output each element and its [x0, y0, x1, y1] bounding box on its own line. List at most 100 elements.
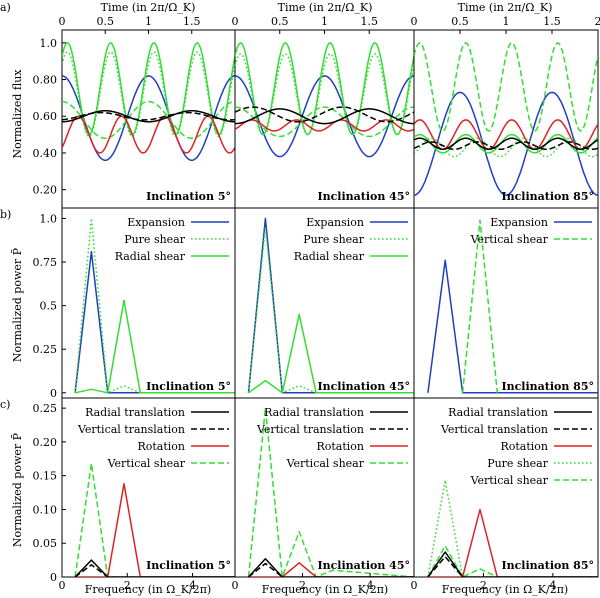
top-axis-label-2: Time (in 2π/Ω_K)	[278, 1, 373, 14]
series-line-rotation	[235, 119, 414, 132]
x-tick-label: 1	[321, 15, 328, 28]
x-tick-label: 1	[503, 15, 510, 28]
legend-label: Vertical shear	[107, 457, 186, 470]
legend-label: Pure shear	[487, 457, 549, 470]
y-tick-label: 0	[50, 571, 57, 584]
series-line-radial-translation	[247, 558, 414, 577]
inclination-label: Inclination 85°	[501, 559, 594, 572]
legend-label: Vertical shear	[286, 457, 365, 470]
row-letter-c: c)	[0, 398, 10, 411]
y-tick-label: 0.05	[33, 537, 58, 550]
x-tick-label: 4	[367, 579, 374, 592]
x-tick-label: 1.5	[361, 15, 379, 28]
y-tick-label: 0.20	[33, 436, 58, 449]
inclination-label: Inclination 5°	[146, 190, 231, 203]
series-line-radial-translation	[427, 551, 598, 577]
top-axis-label-3: Time (in 2π/Ω_K)	[458, 1, 553, 14]
legend-label: Expansion	[490, 216, 548, 229]
series-line-radial-shear	[235, 42, 414, 136]
row-letter-a: a)	[0, 1, 11, 14]
y-tick-label: 0.20	[33, 184, 58, 197]
x-tick-label: 0.5	[451, 15, 469, 28]
series-line-vertical-translation	[235, 106, 414, 123]
bottom-axis-label-3: Frequency (in Ω_K/2π)	[442, 583, 568, 596]
inclination-label: Inclination 45°	[317, 190, 410, 203]
series-line-vertical-shear	[461, 219, 499, 393]
legend-label: Vertical translation	[256, 423, 364, 436]
series-line-radial-translation	[235, 108, 414, 125]
x-tick-label: 4	[549, 579, 556, 592]
y-tick-label: 0.10	[33, 503, 58, 516]
y-tick-label: 1.0	[40, 212, 58, 225]
inclination-label: Inclination 45°	[317, 380, 410, 393]
legend-label: Pure shear	[124, 233, 186, 246]
inclination-label: Inclination 5°	[146, 380, 231, 393]
series-line-expansion	[235, 75, 414, 158]
x-tick-label: 2	[480, 579, 487, 592]
legend-label: Rotation	[137, 440, 185, 453]
series-line-vertical-shear	[235, 106, 414, 138]
series-line-vertical-shear	[427, 545, 598, 577]
series-line-radial-shear	[74, 299, 235, 394]
inclination-label: Inclination 5°	[146, 559, 231, 572]
x-tick-label: 0	[232, 579, 239, 592]
legend-label: Vertical translation	[77, 423, 185, 436]
x-tick-label: 4	[189, 579, 196, 592]
panel-c3: 0 2 4 Radial translation Vertical translatio…	[411, 397, 599, 592]
series-line-vertical-shear	[62, 100, 235, 140]
x-tick-label: 0	[59, 579, 66, 592]
legend-label: Vertical shear	[470, 233, 549, 246]
row-letter-b: b)	[0, 208, 11, 221]
series-line-vertical-translation	[248, 562, 283, 577]
series-line-rotation	[427, 508, 598, 577]
legend-label: Radial shear	[294, 250, 365, 263]
series-line-vertical-shear	[414, 42, 598, 132]
x-tick-label: 1	[145, 15, 152, 28]
panel-a2: 0 0.5 1 1.5 Inclination 45°	[232, 15, 415, 209]
legend-label: Radial translation	[85, 406, 185, 419]
x-tick-label: 0	[59, 15, 66, 28]
legend-label: Pure shear	[303, 233, 365, 246]
legend-label: Vertical translation	[440, 423, 548, 436]
x-tick-label: 0.5	[271, 15, 289, 28]
bottom-axis-label-1: Frequency (in Ω_K/2π)	[85, 583, 211, 596]
legend-label: Radial translation	[448, 406, 548, 419]
series-line-pure-shear	[62, 51, 235, 138]
inclination-label: Inclination 45°	[317, 559, 410, 572]
x-tick-label: 0	[411, 15, 418, 28]
series-line-vertical-shear	[74, 462, 235, 577]
series-line-vertical-translation	[62, 111, 235, 121]
legend-label: Expansion	[306, 216, 364, 229]
y-tick-label: 0.25	[33, 343, 58, 356]
row-c-ylabel: Normalized power P̃	[11, 432, 24, 547]
y-tick-label: 0.60	[33, 110, 58, 123]
y-tick-label: 0.80	[33, 74, 58, 87]
series-line-pure-shear	[414, 137, 598, 158]
x-tick-label: 0	[232, 15, 239, 28]
x-tick-label: 0	[411, 579, 418, 592]
series-line-radial-shear	[248, 313, 414, 394]
x-tick-label: 0.5	[97, 15, 115, 28]
series-line-pure-shear	[427, 479, 598, 577]
y-tick-label: 0.25	[33, 402, 58, 415]
x-tick-label: 2	[124, 579, 131, 592]
series-line-rotation	[62, 115, 235, 154]
row-b-ylabel: Normalized power P̃	[11, 247, 24, 362]
legend-label: Radial shear	[115, 250, 186, 263]
bottom-axis-label-2: Frequency (in Ω_K/2π)	[262, 583, 388, 596]
top-axis-label-1: Time (in 2π/Ω_K)	[101, 1, 196, 14]
series-line-vertical-shear	[247, 407, 414, 577]
y-tick-label: 0.15	[33, 470, 58, 483]
inclination-label: Inclination 85°	[501, 380, 594, 393]
row-a-ylabel: Normalized flux	[11, 69, 24, 159]
series-line-vertical-translation	[414, 141, 598, 151]
series-line-expansion	[427, 259, 598, 394]
series-line-radial-translation	[74, 559, 235, 577]
y-tick-label: 1.0	[40, 37, 58, 50]
x-tick-label: 2	[299, 579, 306, 592]
y-tick-label: 0.75	[33, 256, 58, 269]
legend-label: Radial translation	[264, 406, 364, 419]
legend-label: Rotation	[500, 440, 548, 453]
